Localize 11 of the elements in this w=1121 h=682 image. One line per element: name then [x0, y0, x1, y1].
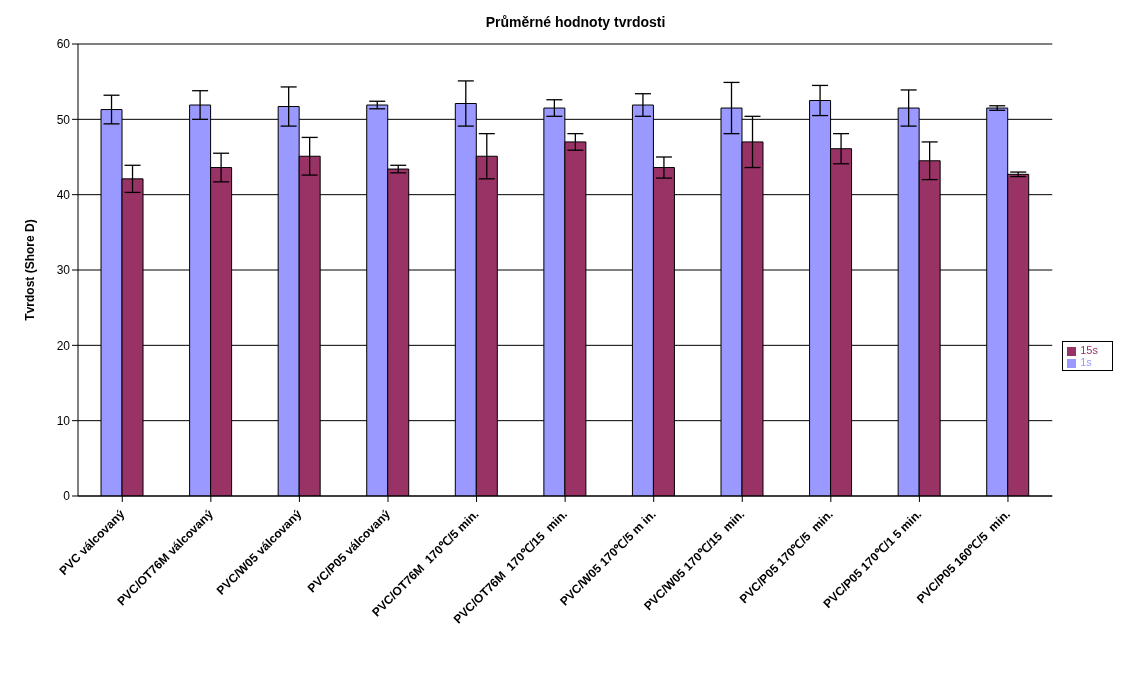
legend-label: 1s — [1080, 356, 1092, 368]
y-tick-label: 50 — [56, 112, 71, 127]
y-tick-label: 30 — [56, 263, 71, 278]
y-tick-label: 10 — [56, 413, 71, 428]
chart-title: Průměrné hodnoty tvrdosti — [484, 13, 667, 32]
y-tick-label: 20 — [56, 338, 71, 353]
y-axis-title: Tvrdost (Shore D) — [23, 219, 38, 321]
y-tick-label: 60 — [56, 37, 71, 52]
y-tick-label: 40 — [56, 187, 71, 202]
legend-label: 15s — [1080, 344, 1098, 356]
y-tick-label: 0 — [63, 489, 71, 504]
